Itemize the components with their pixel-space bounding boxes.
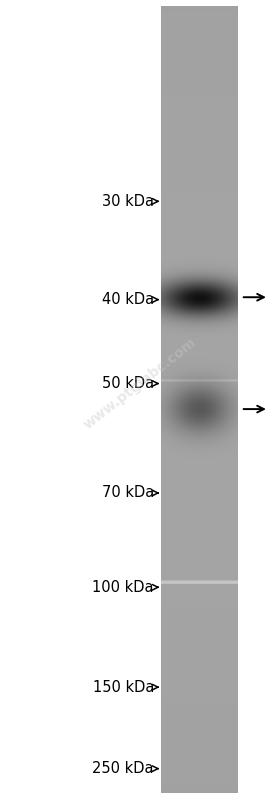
Text: 150 kDa: 150 kDa <box>93 680 154 694</box>
Text: 30 kDa: 30 kDa <box>102 194 154 209</box>
Text: 100 kDa: 100 kDa <box>92 580 154 594</box>
Text: www.ptglabc.com: www.ptglabc.com <box>81 335 199 432</box>
Text: 40 kDa: 40 kDa <box>102 292 154 307</box>
Text: 50 kDa: 50 kDa <box>102 376 154 391</box>
Text: 70 kDa: 70 kDa <box>102 486 154 500</box>
Text: 250 kDa: 250 kDa <box>92 761 154 776</box>
